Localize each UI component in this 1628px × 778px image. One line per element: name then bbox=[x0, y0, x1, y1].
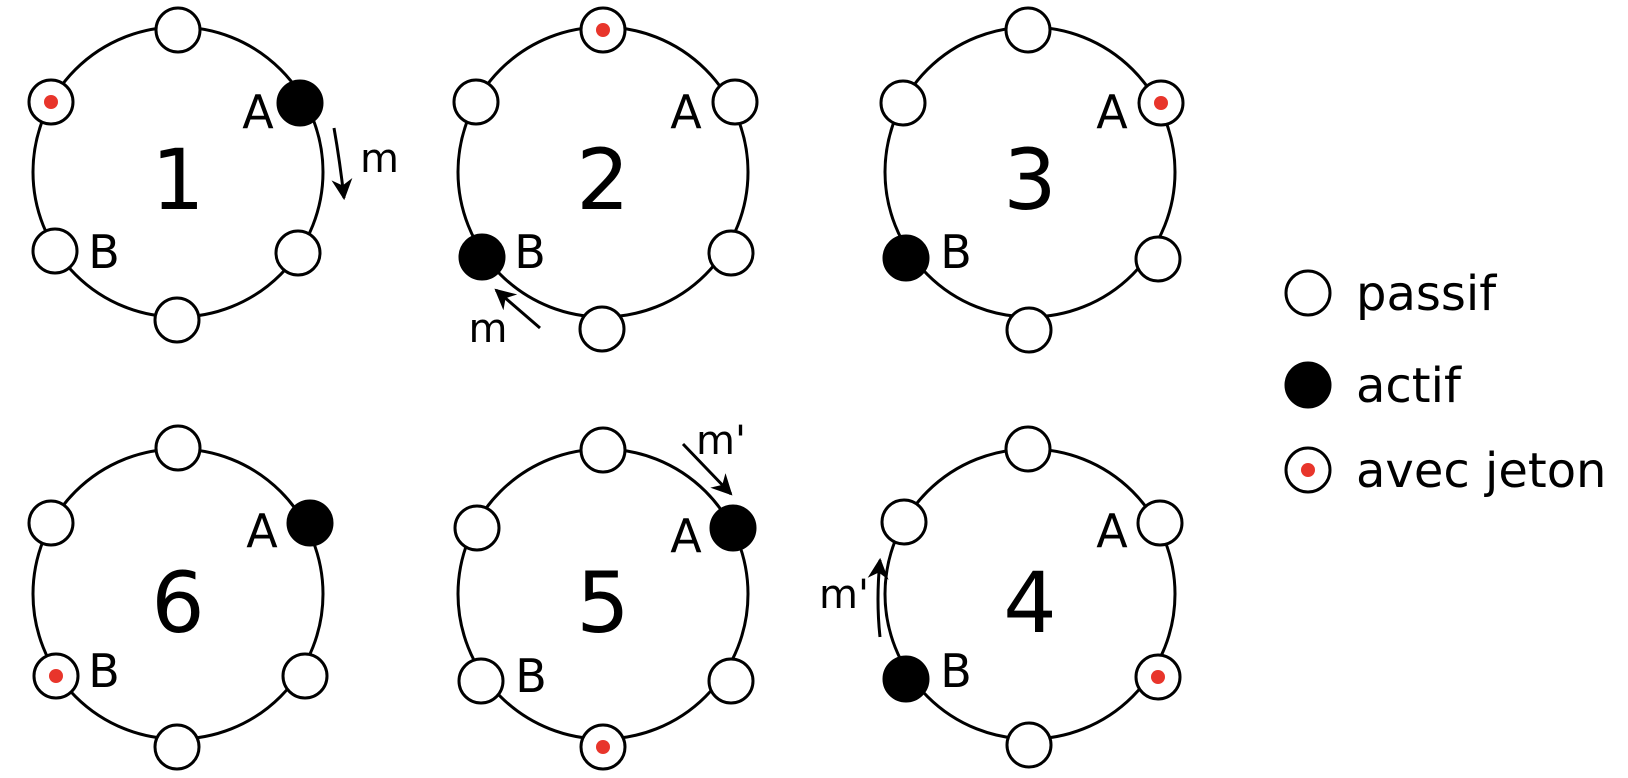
token-dot-icon bbox=[596, 740, 610, 754]
ring-node-active bbox=[882, 655, 930, 703]
legend-label-passive: passif bbox=[1356, 266, 1497, 322]
ring-node-passive bbox=[154, 424, 202, 472]
ring-node-passive bbox=[1134, 235, 1182, 283]
ring-step-5: 5 A B m' bbox=[453, 418, 757, 771]
node-label-a: A bbox=[246, 504, 278, 558]
ring-node-passive bbox=[154, 6, 202, 54]
ring-node-passive bbox=[707, 657, 755, 705]
ring-node-passive bbox=[153, 723, 201, 771]
message-label: m bbox=[360, 136, 399, 182]
token-dot-icon bbox=[49, 669, 63, 683]
step-number: 5 bbox=[576, 554, 629, 652]
active-node-swatch bbox=[1284, 361, 1332, 409]
ring-step-1: 1 A B m bbox=[27, 6, 399, 344]
token-dot-icon bbox=[1151, 670, 1165, 684]
node-label-b: B bbox=[514, 225, 546, 279]
ring-node-passive bbox=[452, 78, 500, 126]
ring-node-passive bbox=[880, 498, 928, 546]
legend-label-active: actif bbox=[1356, 358, 1462, 414]
ring-node-passive bbox=[707, 229, 755, 277]
ring-node-active bbox=[709, 504, 757, 552]
node-label-a: A bbox=[1096, 85, 1128, 139]
legend-label-token: avec jeton bbox=[1356, 443, 1606, 499]
ring-node-active bbox=[458, 233, 506, 281]
ring-node-passive bbox=[31, 227, 79, 275]
ring-node-passive bbox=[274, 229, 322, 277]
ring-node-passive bbox=[453, 504, 501, 552]
legend-item-token: avec jeton bbox=[1284, 443, 1606, 499]
node-label-b: B bbox=[940, 644, 972, 698]
ring-node-passive bbox=[153, 296, 201, 344]
ring-node-passive bbox=[281, 652, 329, 700]
token-dot-icon bbox=[1301, 463, 1315, 477]
node-label-b: B bbox=[940, 225, 972, 279]
node-label-b: B bbox=[515, 649, 547, 703]
ring-node-passive bbox=[1004, 6, 1052, 54]
ring-node-passive bbox=[579, 426, 627, 474]
ring-node-passive bbox=[1005, 306, 1053, 354]
node-label-b: B bbox=[88, 644, 120, 698]
ring-node-passive bbox=[1004, 425, 1052, 473]
ring-step-2: 2 A B m bbox=[452, 6, 759, 353]
node-label-a: A bbox=[670, 85, 702, 139]
ring-node-passive bbox=[578, 305, 626, 353]
token-dot-icon bbox=[44, 95, 58, 109]
token-dot-icon bbox=[596, 23, 610, 37]
step-number: 6 bbox=[151, 554, 204, 652]
message-arrow bbox=[867, 557, 889, 638]
legend-item-passive: passif bbox=[1284, 266, 1497, 322]
node-label-a: A bbox=[1096, 504, 1128, 558]
message-arrow bbox=[494, 288, 541, 330]
message-arrow bbox=[331, 127, 353, 201]
step-number: 2 bbox=[576, 131, 629, 229]
ring-step-4: 4 A B m' bbox=[819, 425, 1184, 769]
ring-node-active bbox=[882, 234, 930, 282]
ring-node-passive bbox=[457, 657, 505, 705]
message-label: m' bbox=[696, 418, 746, 464]
step-number: 1 bbox=[151, 131, 204, 229]
token-dot-icon bbox=[1154, 96, 1168, 110]
message-label: m bbox=[469, 306, 508, 352]
ring-node-passive bbox=[711, 78, 759, 126]
legend-item-active: actif bbox=[1284, 358, 1462, 414]
legend: passif actif avec jeton bbox=[1284, 266, 1606, 499]
node-label-a: A bbox=[242, 85, 274, 139]
ring-node-passive bbox=[1136, 499, 1184, 547]
ring-node-passive bbox=[27, 499, 75, 547]
ring-node-passive bbox=[1005, 721, 1053, 769]
ring-node-active bbox=[276, 79, 324, 127]
ring-node-active bbox=[286, 499, 334, 547]
step-number: 4 bbox=[1003, 554, 1056, 652]
message-arrow bbox=[681, 442, 733, 496]
step-number: 3 bbox=[1003, 131, 1056, 229]
message-label: m' bbox=[819, 572, 869, 618]
node-label-a: A bbox=[670, 509, 702, 563]
ring-step-6: 6 A B bbox=[27, 424, 334, 771]
ring-node-passive bbox=[879, 79, 927, 127]
ring-step-3: 3 A B bbox=[879, 6, 1185, 354]
passive-node-swatch bbox=[1284, 269, 1332, 317]
node-label-b: B bbox=[88, 225, 120, 279]
